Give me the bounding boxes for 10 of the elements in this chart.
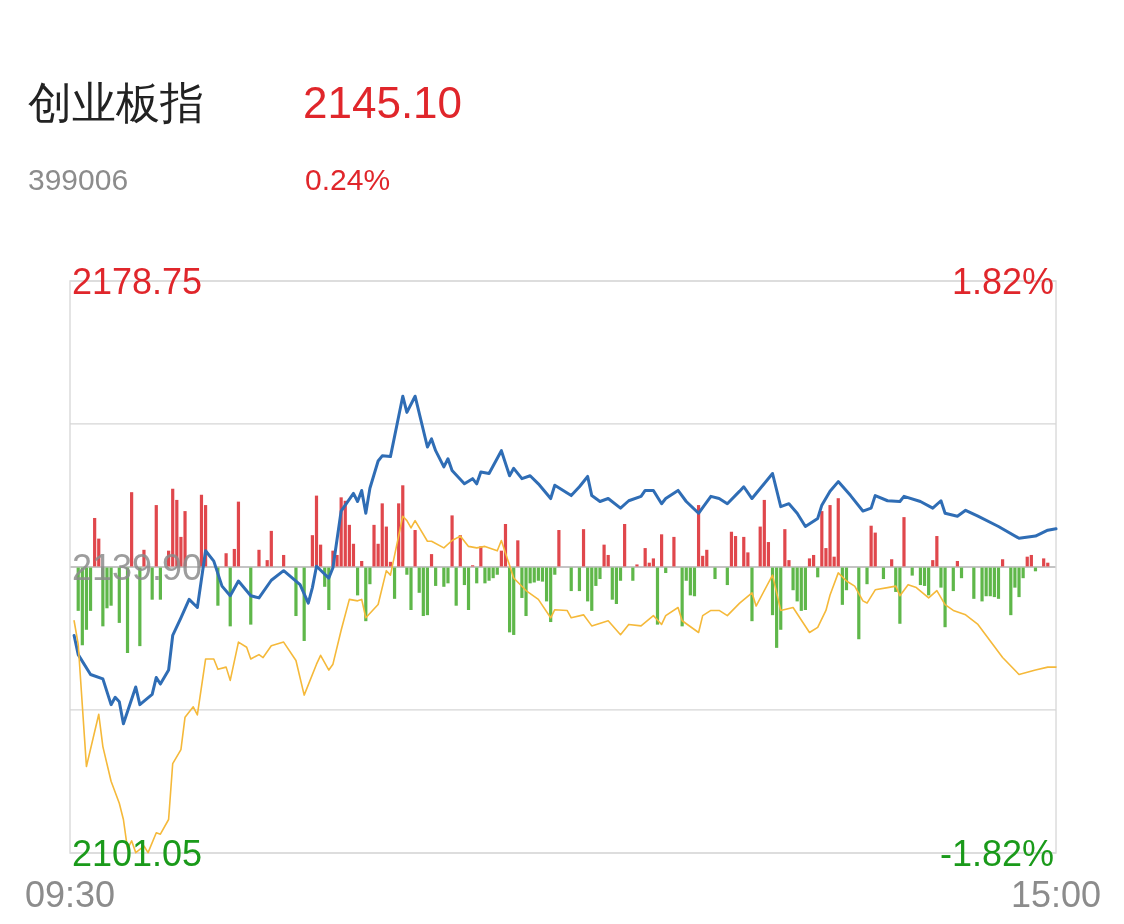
- x-tick-label: 15:00: [1010, 874, 1102, 915]
- y2-tick-label: -1.82%: [939, 833, 1054, 874]
- y-tick-label: 2101.05: [72, 833, 203, 874]
- y2-tick-label: 1.82%: [951, 261, 1054, 302]
- chart-title: 创业板指: [28, 78, 204, 127]
- x-tick-label: 09:30: [24, 874, 116, 915]
- text: 2145.10: [303, 78, 463, 127]
- y-tick-label: 2178.75: [72, 261, 203, 302]
- text: 399006: [28, 163, 129, 196]
- text: 0.24%: [305, 163, 391, 196]
